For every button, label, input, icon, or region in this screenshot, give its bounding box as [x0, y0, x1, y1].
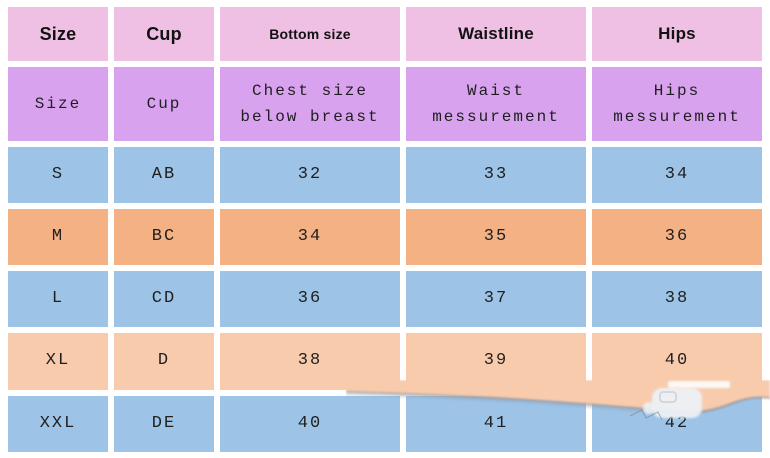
cell-s-hips: 34: [592, 147, 762, 203]
header-cup: Cup: [114, 7, 214, 61]
cell-l-cup: CD: [114, 271, 214, 327]
cell-xxl-waistline: 41: [406, 396, 586, 452]
cell-l-size: L: [8, 271, 108, 327]
subheader-chest-size: Chest size below breast: [220, 67, 400, 141]
cell-xxl-bottom: 40: [220, 396, 400, 452]
cell-xxl-cup: DE: [114, 396, 214, 452]
subheader-waist: Waist messurement: [406, 67, 586, 141]
subheader-cup: Cup: [114, 67, 214, 141]
cell-l-bottom: 36: [220, 271, 400, 327]
cell-s-bottom: 32: [220, 147, 400, 203]
cell-m-hips: 36: [592, 209, 762, 265]
cell-s-cup: AB: [114, 147, 214, 203]
cell-xl-size: XL: [8, 333, 108, 390]
cell-xl-bottom: 38: [220, 333, 400, 390]
cell-xl-waistline: 39: [406, 333, 586, 390]
subheader-hips: Hips messurement: [592, 67, 762, 141]
cell-s-waistline: 33: [406, 147, 586, 203]
cell-m-cup: BC: [114, 209, 214, 265]
cell-m-size: M: [8, 209, 108, 265]
cell-xl-hips: 40: [592, 333, 762, 390]
cell-l-hips: 38: [592, 271, 762, 327]
header-waistline: Waistline: [406, 7, 586, 61]
cell-m-waistline: 35: [406, 209, 586, 265]
cell-l-waistline: 37: [406, 271, 586, 327]
subheader-size: Size: [8, 67, 108, 141]
header-bottom-size: Bottom size: [220, 7, 400, 61]
cell-xxl-size: XXL: [8, 396, 108, 452]
cell-s-size: S: [8, 147, 108, 203]
cell-xxl-hips: 42: [592, 396, 762, 452]
cell-m-bottom: 34: [220, 209, 400, 265]
cell-xl-cup: D: [114, 333, 214, 390]
header-hips: Hips: [592, 7, 762, 61]
header-size: Size: [8, 7, 108, 61]
